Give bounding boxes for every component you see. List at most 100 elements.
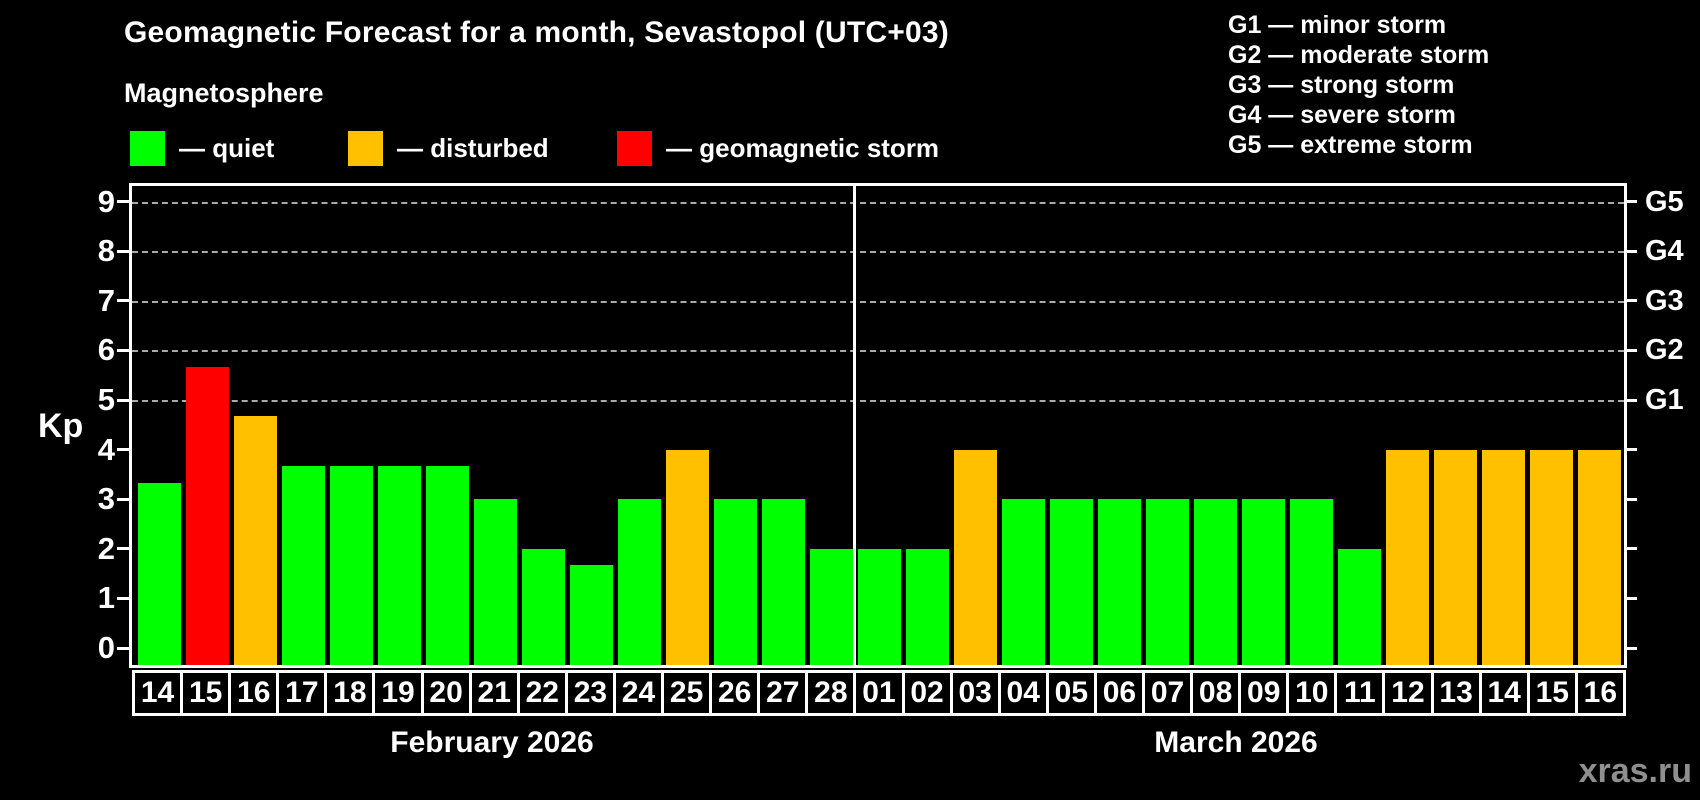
kp-bar	[1337, 548, 1381, 665]
kp-bar	[1289, 499, 1333, 665]
month-separator	[853, 186, 856, 665]
kp-bar	[233, 416, 277, 665]
date-cell: 16	[1583, 676, 1618, 709]
kp-bar	[1577, 449, 1621, 665]
kp-bar	[1097, 499, 1141, 665]
date-cell: 18	[327, 673, 376, 713]
kp-bar	[1529, 449, 1573, 665]
kp-bar	[905, 548, 949, 665]
y-tick-label-2: 2	[97, 530, 115, 566]
kp-bar	[809, 548, 853, 665]
disturbed-swatch-icon	[348, 131, 383, 166]
right-tick	[1625, 497, 1637, 501]
right-tick	[1625, 398, 1637, 402]
date-cell: 16	[231, 673, 280, 713]
kp-bar-chart	[129, 183, 1627, 668]
date-cell: 01	[856, 673, 905, 713]
y-tick-label-1: 1	[97, 580, 115, 616]
left-tick	[117, 398, 129, 402]
date-cell: 21	[472, 673, 520, 713]
date-cell: 15	[1530, 673, 1578, 713]
date-cell: 13	[1434, 673, 1482, 713]
g-legend-line-2: G2 — moderate storm	[1228, 41, 1490, 69]
kp-bar	[473, 499, 517, 665]
kp-bar	[1001, 499, 1045, 665]
kp-bar	[377, 465, 421, 665]
date-cell: 19	[375, 673, 424, 713]
left-tick	[117, 200, 129, 204]
g-legend-line-1: G1 — minor storm	[1228, 11, 1447, 39]
g-scale-legend: G1 — minor storm G2 — moderate storm G3 — …	[1228, 10, 1489, 160]
date-cell: 25	[664, 673, 713, 713]
legend-item-quiet: — quiet	[130, 131, 274, 166]
left-tick	[117, 299, 129, 303]
magnetosphere-subtitle: Magnetosphere	[124, 78, 324, 108]
g-axis-label-g1: G1	[1645, 384, 1684, 416]
right-tick	[1625, 596, 1637, 600]
g-axis-label-g4: G4	[1645, 235, 1684, 268]
kp-bar	[1385, 449, 1429, 665]
y-tick-label-3: 3	[97, 481, 115, 517]
left-tick	[117, 596, 129, 600]
legend-item-disturbed: — disturbed	[348, 131, 549, 166]
date-cell: 22	[520, 673, 568, 713]
date-cell: 28	[808, 673, 857, 713]
g-legend-line-5: G5 — extreme storm	[1228, 131, 1473, 159]
y-tick-label-7: 7	[97, 282, 115, 318]
right-tick	[1625, 646, 1637, 650]
date-cell: 20	[424, 673, 472, 713]
date-cell: 05	[1049, 673, 1097, 713]
right-tick	[1625, 200, 1637, 204]
gridline-kp6	[132, 350, 1624, 353]
kp-bar	[857, 548, 901, 665]
left-tick	[117, 497, 129, 501]
watermark: xras.ru	[1578, 752, 1692, 790]
kp-bar	[569, 565, 613, 665]
kp-bar	[137, 482, 181, 665]
g-axis-label-g5: G5	[1645, 185, 1684, 218]
left-tick	[117, 249, 129, 253]
legend-item-storm: — geomagnetic storm	[617, 131, 939, 166]
kp-bar	[281, 465, 325, 665]
kp-bar	[1481, 449, 1525, 665]
date-cell: 15	[183, 673, 232, 713]
date-cell: 11	[1337, 673, 1386, 713]
date-cell: 12	[1385, 673, 1434, 713]
month-label: March 2026	[1154, 726, 1318, 759]
g-axis-label-g2: G2	[1645, 334, 1684, 367]
right-tick	[1625, 299, 1637, 303]
kp-bar	[1241, 499, 1285, 665]
kp-bar	[761, 499, 805, 665]
kp-bar	[1145, 499, 1189, 665]
g-axis-label-g3: G3	[1645, 284, 1684, 317]
y-axis-label: Kp	[38, 407, 84, 445]
date-cell: 24	[616, 673, 665, 713]
y-tick-label-6: 6	[97, 332, 115, 368]
kp-bar	[521, 548, 565, 665]
kp-bar	[713, 499, 757, 665]
date-cell: 10	[1289, 673, 1338, 713]
storm-swatch-icon	[617, 131, 652, 166]
y-tick-label-5: 5	[97, 382, 115, 417]
date-cell: 14	[135, 673, 184, 713]
kp-bar	[425, 465, 469, 665]
right-tick	[1625, 547, 1637, 551]
date-cell: 09	[1241, 673, 1290, 713]
date-cell: 23	[568, 673, 616, 713]
right-tick	[1625, 448, 1637, 452]
y-tick-label-9: 9	[97, 183, 115, 219]
right-tick	[1625, 348, 1637, 352]
left-tick	[117, 448, 129, 452]
left-tick	[117, 646, 129, 650]
date-cell: 14	[1482, 673, 1530, 713]
quiet-swatch-icon	[130, 131, 165, 166]
gridline-kp9	[132, 201, 1624, 204]
right-tick	[1625, 249, 1637, 253]
kp-bar	[617, 499, 661, 665]
kp-bar	[329, 465, 373, 665]
y-tick-label-8: 8	[97, 233, 115, 269]
kp-bar	[1049, 499, 1093, 665]
date-cell: 03	[953, 673, 1001, 713]
g-legend-line-3: G3 — strong storm	[1228, 71, 1455, 99]
